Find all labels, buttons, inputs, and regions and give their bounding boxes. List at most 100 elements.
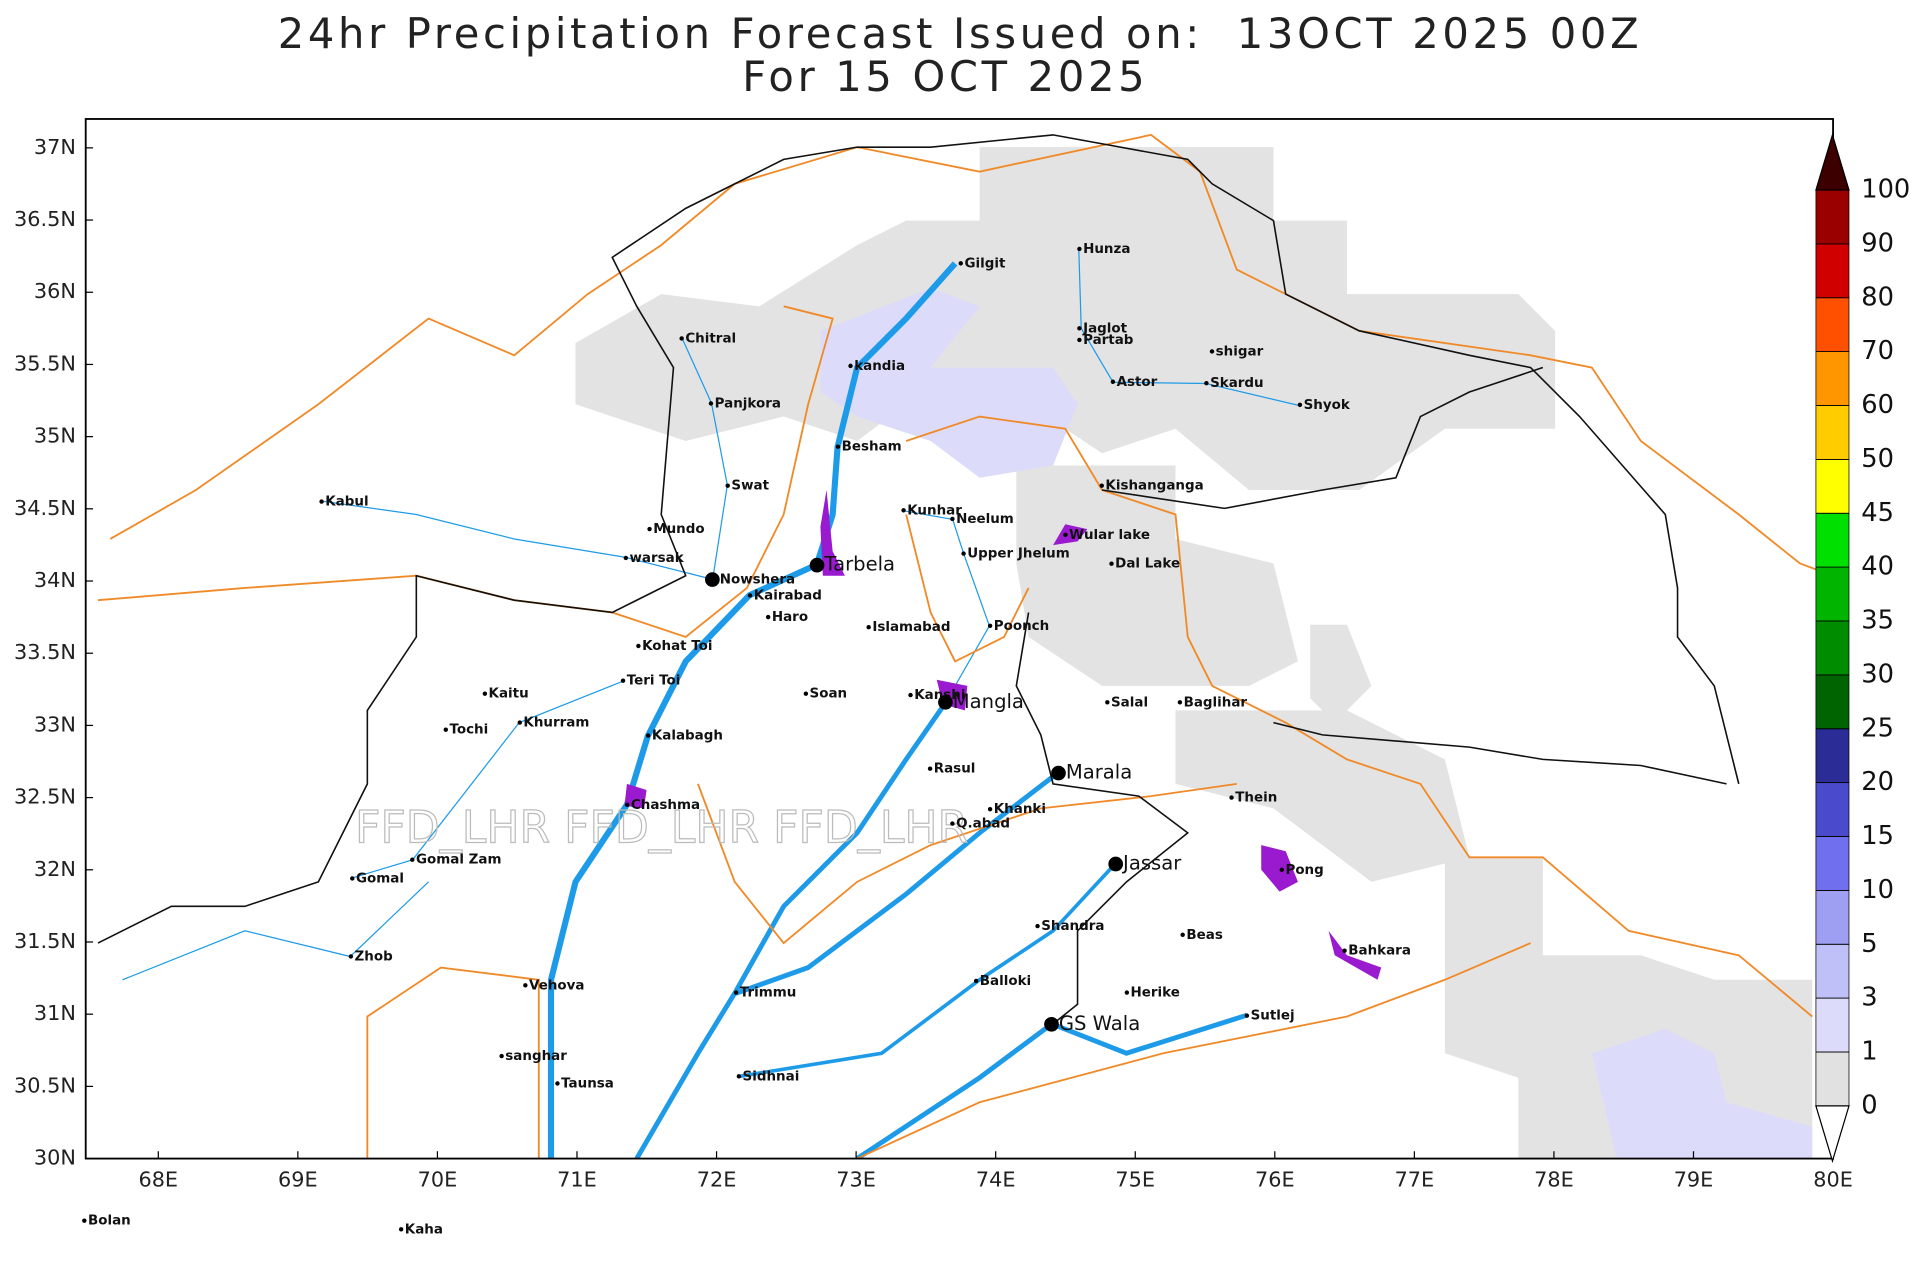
- place-label: Baglihar: [1184, 695, 1248, 710]
- place-dot: [645, 733, 651, 738]
- place-dot: [620, 678, 626, 683]
- colorbar-label: 100: [1861, 174, 1910, 204]
- place-label: Trimmu: [740, 986, 797, 1001]
- place-dot: [623, 555, 629, 561]
- place-label: Thein: [1235, 791, 1277, 806]
- station-dot: [705, 572, 720, 587]
- place-label: Poonch: [994, 619, 1049, 634]
- place-label: Pong: [1285, 863, 1323, 878]
- y-tick-label: 36.5N: [14, 207, 76, 231]
- colorbar-label: 60: [1861, 390, 1894, 420]
- place-dot: [708, 401, 714, 406]
- colorbar-segment: [1815, 890, 1850, 945]
- colorbar-label: 45: [1861, 498, 1894, 528]
- y-tick-label: 33N: [34, 712, 76, 736]
- place-dot: [950, 516, 955, 522]
- station-label: Tarbela: [823, 553, 895, 576]
- place-dot: [866, 625, 871, 630]
- place-label: Bahkara: [1348, 944, 1411, 959]
- y-tick-label: 31N: [34, 1001, 76, 1025]
- x-tick-label: 68E: [138, 1168, 178, 1192]
- place-label: Panjkora: [715, 396, 781, 411]
- place-dot: [398, 1227, 404, 1232]
- place-dot: [747, 593, 753, 598]
- place-dot: [927, 766, 933, 771]
- place-dot: [319, 499, 324, 504]
- place-label: Dal Lake: [1115, 557, 1180, 572]
- x-tick-label: 75E: [1115, 1168, 1155, 1192]
- colorbar-segment: [1815, 405, 1850, 460]
- place-dot: [1099, 483, 1104, 488]
- place-label: Salal: [1111, 695, 1148, 710]
- place-dot: [901, 508, 906, 513]
- station-label: Jassar: [1121, 852, 1182, 875]
- place-dot: [636, 643, 641, 649]
- x-tick-label: 70E: [418, 1168, 458, 1192]
- place-dot: [625, 802, 630, 808]
- station-label: Mangla: [953, 690, 1024, 713]
- place-dot: [1342, 948, 1347, 953]
- station-dot: [809, 557, 825, 573]
- station-dot: [938, 694, 953, 710]
- title: 24hr Precipitation Forecast Issued on: 1…: [278, 9, 1643, 58]
- place-dot: [443, 727, 448, 732]
- place-dot: [1180, 932, 1185, 937]
- y-tick-label: 34N: [34, 568, 76, 592]
- place-label: kandia: [854, 359, 905, 374]
- place-dot: [1110, 379, 1116, 384]
- colorbar-label: 10: [1861, 875, 1894, 905]
- colorbar-label: 80: [1861, 282, 1894, 312]
- colorbar-segment: [1815, 566, 1850, 622]
- colorbar-label: 50: [1861, 444, 1894, 474]
- place-label: Kabul: [325, 495, 368, 510]
- colorbar-label: 15: [1861, 821, 1894, 851]
- y-tick-label: 31.5N: [14, 929, 76, 953]
- x-tick-label: 71E: [557, 1168, 597, 1192]
- colorbar-segment: [1815, 297, 1850, 352]
- place-label: Neelum: [956, 512, 1014, 527]
- place-label: shigar: [1216, 344, 1264, 359]
- place-label: Upper Jhelum: [967, 547, 1070, 562]
- y-tick-label: 35N: [34, 424, 76, 448]
- place-label: Kalabagh: [652, 729, 723, 744]
- place-dot: [1244, 1013, 1250, 1018]
- colorbar-label: 35: [1861, 606, 1894, 636]
- place-dot: [1204, 381, 1209, 386]
- place-label: Shyok: [1304, 398, 1351, 413]
- place-label: Haro: [772, 610, 808, 625]
- place-dot: [679, 336, 684, 341]
- place-dot: [736, 1074, 742, 1079]
- station-dot: [1044, 1016, 1059, 1032]
- x-tick-label: 73E: [836, 1168, 876, 1192]
- place-dot: [350, 876, 355, 881]
- map-layers: FFD_LHR FFD_LHR FFD_LHR: [97, 133, 1834, 1159]
- place-dot: [950, 821, 955, 826]
- dynamic-layer: 30N 30.5N 31N 31.5N 32N 32.5N 33N 33.5N 34N 34.5N…: [14, 132, 1910, 1237]
- subtitle: For 15 OCT 2025: [742, 52, 1148, 101]
- colorbar-segment: [1815, 620, 1850, 676]
- place-dot: [973, 978, 979, 984]
- place-dot: [1105, 700, 1110, 705]
- colorbar-segment: [1815, 512, 1850, 568]
- colorbar-label: 90: [1861, 228, 1894, 258]
- station-dot: [1108, 856, 1124, 872]
- place-label: Skardu: [1210, 376, 1264, 391]
- colorbar-segment: [1815, 782, 1850, 837]
- place-label: Gilgit: [964, 256, 1006, 271]
- y-tick-label: 32.5N: [14, 785, 76, 809]
- rain-zero-area: [575, 147, 1813, 1159]
- place-dot: [1297, 402, 1303, 408]
- colorbar-segment: [1815, 674, 1850, 730]
- y-tick-label: 30.5N: [14, 1073, 76, 1097]
- station-label: Marala: [1066, 761, 1132, 784]
- colorbar-segment: [1815, 943, 1850, 999]
- place-dot: [835, 444, 841, 449]
- place-dot: [1077, 337, 1082, 343]
- place-label: Balloki: [980, 974, 1031, 989]
- colorbar-label: 70: [1861, 336, 1894, 366]
- station-label: GS Wala: [1059, 1012, 1140, 1035]
- place-label: Rasul: [934, 762, 976, 777]
- place-dot: [987, 806, 993, 812]
- place-label: Sidhnai: [743, 1069, 800, 1084]
